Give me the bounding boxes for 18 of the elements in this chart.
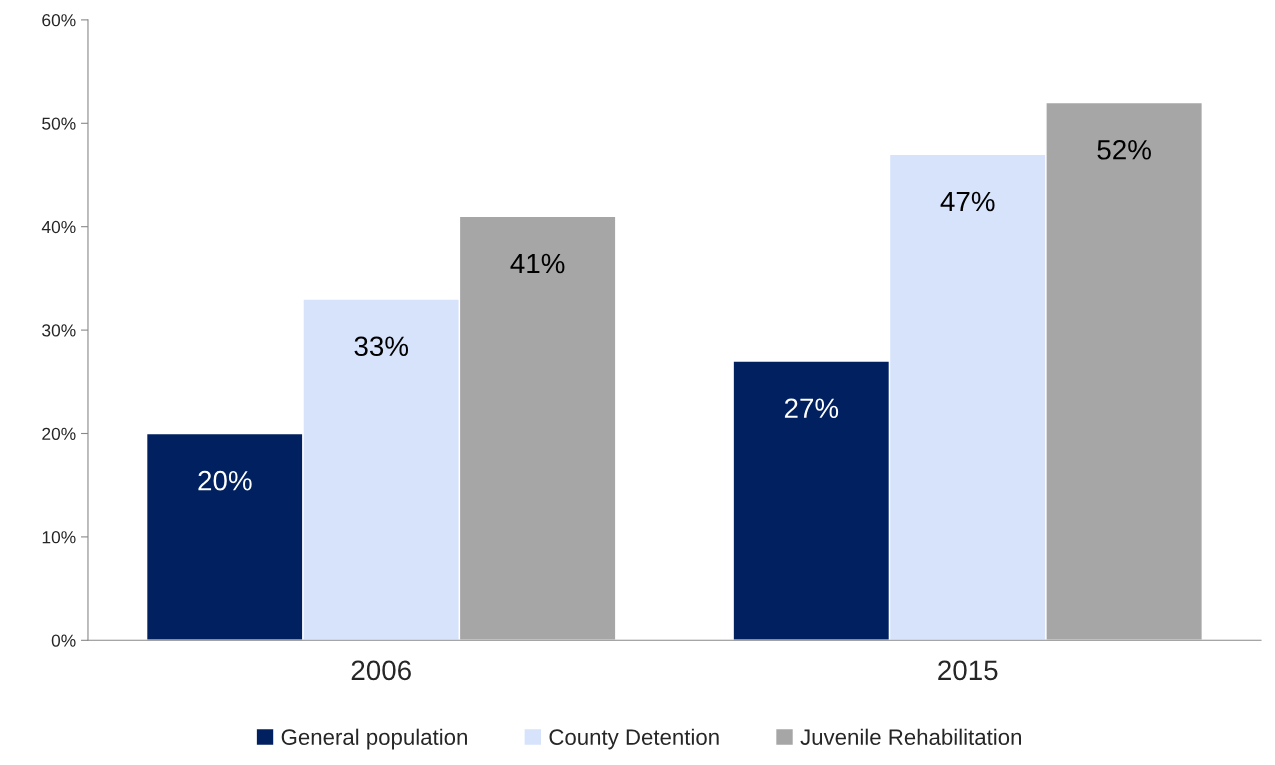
data-label: 47% xyxy=(940,191,995,212)
y-tick-label: 30% xyxy=(42,324,76,337)
y-tick-label: 10% xyxy=(42,531,76,544)
legend-label: General population xyxy=(281,728,467,750)
data-label: 27% xyxy=(784,398,839,419)
y-tick-label: 60% xyxy=(42,14,76,27)
data-label: 52% xyxy=(1097,139,1151,160)
y-tick-label: 0% xyxy=(51,634,76,647)
data-label: 41% xyxy=(510,253,565,274)
y-tick-label: 50% xyxy=(42,117,76,130)
data-label: 33% xyxy=(354,336,409,357)
x-tick-label: 2015 xyxy=(938,660,998,681)
legend-label: County Detention xyxy=(549,728,719,750)
x-tick-label: 2006 xyxy=(351,660,411,681)
y-tick-label: 20% xyxy=(42,427,76,440)
data-label: 20% xyxy=(198,470,252,491)
legend-label: Juvenile Rehabilitation xyxy=(800,728,1021,745)
y-tick-label: 40% xyxy=(41,220,76,234)
